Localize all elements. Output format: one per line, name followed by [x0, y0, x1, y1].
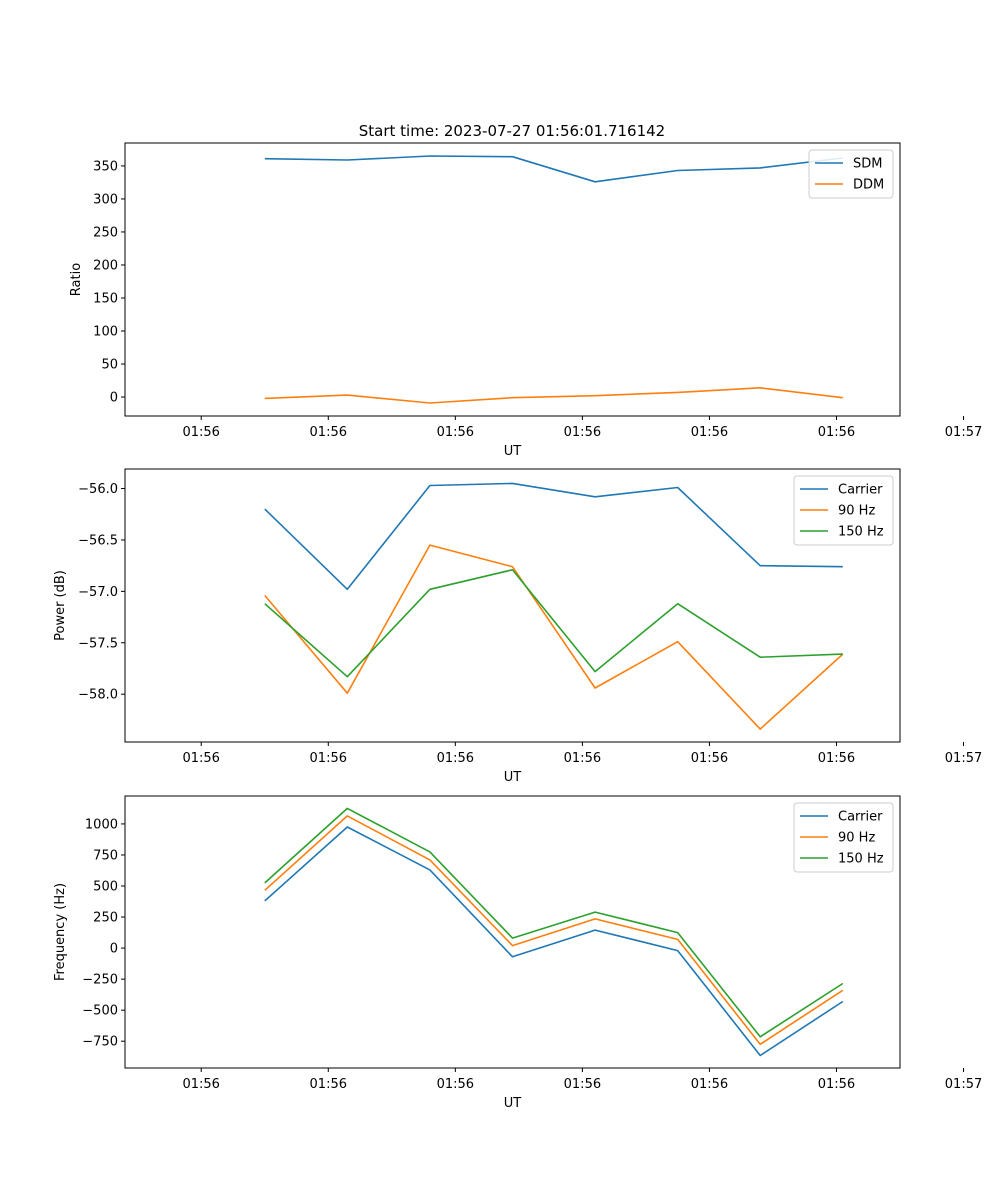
x-tick-label: 01:56 [564, 751, 601, 766]
y-axis-label: Frequency (Hz) [53, 883, 68, 981]
legend-box [793, 475, 894, 546]
x-tick-label: 01:56 [691, 425, 728, 440]
legend-label: Carrier [838, 483, 883, 498]
series-line-carrier [264, 482, 843, 591]
x-axis-label: UT [504, 444, 522, 459]
y-tick-label: −500 [82, 1004, 118, 1019]
y-tick-label: 750 [93, 848, 118, 863]
legend-label: DDM [853, 178, 884, 193]
x-tick-label: 01:56 [818, 1077, 855, 1092]
x-tick-label: 01:56 [691, 751, 728, 766]
series-line-150-hz [264, 807, 844, 1038]
x-tick-label: 01:56 [182, 751, 219, 766]
y-tick-label: 0 [110, 391, 118, 406]
legend-box [793, 802, 894, 873]
series-line-ddm [264, 386, 843, 404]
plots: 0 50 100 150 200 250 300 350 01:56 01:56 01:56 01:5… [53, 142, 982, 1111]
legend-label: 150 Hz [838, 852, 884, 867]
x-tick-label: 01:57 [945, 751, 982, 766]
series-line-150-hz [264, 568, 843, 678]
x-tick-label: 01:56 [564, 425, 601, 440]
x-tick-label: 01:56 [691, 1077, 728, 1092]
x-tick-label: 01:56 [182, 1077, 219, 1092]
series-line-carrier [264, 826, 844, 1057]
legend: SDM DDM [808, 149, 894, 199]
subplot-3: −750 −500 −250 0 250 500 750 1000 01:56 01:56 01:5… [53, 795, 982, 1111]
y-tick-label: −58.0 [78, 688, 118, 703]
x-tick-label: 01:56 [564, 1077, 601, 1092]
x-tick-label: 01:56 [310, 425, 347, 440]
y-tick-label: 50 [101, 358, 118, 373]
y-tick-label: 250 [93, 911, 118, 926]
y-tick-label: −750 [82, 1035, 118, 1050]
y-tick-label: 350 [93, 159, 118, 174]
series-line-90-hz [264, 544, 844, 730]
y-tick-label: 300 [93, 192, 118, 207]
y-axis-label: Power (dB) [53, 570, 68, 641]
subplot-2: −58.0 −57.5 −57.0 −56.5 −56.0 01:56 01:56 01:56… [53, 468, 982, 785]
axes-frame [124, 142, 901, 417]
legend: Carrier 90 Hz 150 Hz [793, 475, 894, 546]
x-tick-label: 01:56 [437, 751, 474, 766]
y-tick-label: −56.5 [78, 533, 118, 548]
y-tick-label: −57.0 [78, 585, 118, 600]
x-tick-label: 01:56 [818, 425, 855, 440]
y-tick-label: 150 [93, 291, 118, 306]
x-axis-label: UT [504, 1096, 522, 1111]
x-tick-label: 01:56 [437, 1077, 474, 1092]
x-tick-label: 01:56 [310, 1077, 347, 1092]
x-tick-label: 01:56 [182, 425, 219, 440]
x-tick-label: 01:56 [310, 751, 347, 766]
legend-label: SDM [853, 157, 882, 172]
subplot-1: 0 50 100 150 200 250 300 350 01:56 01:56 01:56 01:5… [69, 142, 982, 459]
figure-title: Start time: 2023-07-27 01:56:01.716142 [359, 122, 665, 140]
y-tick-label: −250 [82, 973, 118, 988]
x-tick-label: 01:56 [818, 751, 855, 766]
y-tick-label: 500 [93, 880, 118, 895]
x-axis-label: UT [504, 770, 522, 785]
legend-label: Carrier [838, 810, 883, 825]
y-axis-label: Ratio [69, 263, 84, 296]
axes-frame [124, 468, 901, 743]
y-tick-label: 1000 [85, 817, 118, 832]
legend-label: 90 Hz [838, 831, 875, 846]
legend-label: 150 Hz [838, 525, 884, 540]
legend-label: 90 Hz [838, 504, 875, 519]
y-tick-label: 200 [93, 258, 118, 273]
y-tick-label: −57.5 [78, 636, 118, 651]
y-tick-label: 100 [93, 325, 118, 340]
legend: Carrier 90 Hz 150 Hz [793, 802, 894, 873]
y-tick-label: 250 [93, 225, 118, 240]
axes-frame [124, 795, 901, 1069]
x-tick-label: 01:57 [945, 425, 982, 440]
legend-box [808, 149, 894, 199]
series-line-sdm [264, 155, 843, 183]
y-tick-label: −56.0 [78, 482, 118, 497]
series-line-90-hz [264, 815, 844, 1046]
x-tick-label: 01:56 [437, 425, 474, 440]
y-tick-label: 0 [110, 942, 118, 957]
x-tick-label: 01:57 [945, 1077, 982, 1092]
